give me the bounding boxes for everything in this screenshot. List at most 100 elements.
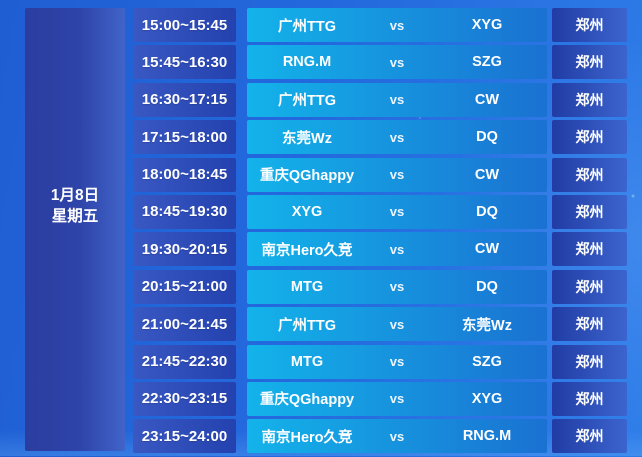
- location-label: 郑州: [575, 241, 604, 258]
- vs-label: vs: [389, 279, 405, 295]
- team1-label: 南京Hero久竞: [261, 429, 353, 446]
- team1-label: 广州TTG: [278, 317, 336, 334]
- location-label: 郑州: [575, 390, 604, 407]
- location-label: 郑州: [575, 129, 604, 146]
- match-cell: 南京Hero久竞 vs RNG.M: [247, 419, 547, 454]
- time-label: 17:15~18:00: [141, 128, 228, 146]
- time-label: 15:45~16:30: [141, 53, 228, 71]
- time-cell: 19:30~20:15: [133, 232, 236, 267]
- location-label: 郑州: [575, 428, 604, 445]
- team1-label: 重庆QGhappy: [259, 392, 355, 409]
- match-cell: 广州TTG vs CW: [247, 82, 547, 117]
- vs-label: vs: [389, 428, 405, 444]
- team2-label: DQ: [476, 278, 498, 295]
- team1-label: 广州TTG: [278, 93, 336, 110]
- time-label: 19:30~20:15: [141, 240, 228, 258]
- schedule-row: 21:45~22:30 MTG vs SZG 郑州: [133, 344, 627, 379]
- date-label: 1月8日: [50, 186, 100, 204]
- match-cell: 东莞Wz vs DQ: [247, 120, 547, 155]
- location-cell: 郑州: [552, 307, 627, 342]
- time-label: 20:15~21:00: [141, 278, 228, 296]
- team2-label: SZG: [472, 54, 502, 71]
- vs-label: vs: [389, 241, 405, 257]
- location-label: 郑州: [575, 91, 604, 108]
- vs-label: vs: [389, 204, 405, 220]
- team2-label: XYG: [471, 17, 503, 33]
- location-cell: 郑州: [552, 232, 627, 267]
- time-cell: 18:00~18:45: [133, 157, 236, 192]
- time-label: 18:00~18:45: [141, 166, 228, 184]
- team2-label: DQ: [476, 129, 498, 146]
- location-label: 郑州: [575, 203, 604, 220]
- time-label: 15:00~15:45: [141, 16, 228, 34]
- location-cell: 郑州: [552, 82, 627, 117]
- match-cell: MTG vs DQ: [247, 269, 547, 304]
- schedule-row: 22:30~23:15 重庆QGhappy vs XYG 郑州: [133, 381, 627, 416]
- team2-label: RNG.M: [462, 428, 512, 445]
- time-label: 18:45~19:30: [141, 203, 228, 221]
- time-cell: 21:00~21:45: [133, 307, 236, 342]
- schedule-row: 18:45~19:30 XYG vs DQ 郑州: [133, 194, 627, 229]
- time-label: 16:30~17:15: [141, 91, 228, 109]
- time-cell: 18:45~19:30: [133, 194, 236, 229]
- location-label: 郑州: [575, 17, 604, 33]
- location-label: 郑州: [575, 166, 604, 183]
- vs-label: vs: [389, 354, 405, 370]
- match-cell: 重庆QGhappy vs CW: [247, 157, 547, 192]
- vs-label: vs: [389, 167, 405, 183]
- vs-label: vs: [389, 391, 405, 407]
- match-cell: 南京Hero久竞 vs CW: [247, 232, 547, 267]
- location-cell: 郑州: [552, 419, 627, 454]
- time-cell: 15:45~16:30: [133, 45, 236, 80]
- time-label: 21:00~21:45: [141, 315, 228, 333]
- team1-label: RNG.M: [282, 54, 332, 71]
- time-cell: 15:00~15:45: [133, 8, 236, 42]
- time-label: 21:45~22:30: [141, 353, 228, 371]
- match-cell: 广州TTG vs XYG: [247, 8, 547, 42]
- location-label: 郑州: [575, 278, 604, 295]
- time-label: 23:15~24:00: [141, 427, 228, 445]
- match-cell: 广州TTG vs 东莞Wz: [247, 307, 547, 342]
- location-cell: 郑州: [552, 269, 627, 304]
- team2-label: XYG: [471, 390, 503, 407]
- schedule-rows: 15:00~15:45 广州TTG vs XYG 郑州 15:45~16:30 …: [133, 8, 627, 457]
- weekday-label: 星期五: [51, 207, 99, 225]
- team2-label: DQ: [476, 203, 498, 220]
- team1-label: 重庆QGhappy: [259, 168, 355, 185]
- location-cell: 郑州: [552, 381, 627, 416]
- schedule-row: 20:15~21:00 MTG vs DQ 郑州: [133, 269, 627, 304]
- location-label: 郑州: [575, 353, 604, 370]
- location-cell: 郑州: [552, 120, 627, 155]
- location-cell: 郑州: [552, 194, 627, 229]
- team1-label: 广州TTG: [278, 18, 336, 35]
- time-cell: 20:15~21:00: [133, 269, 236, 304]
- match-cell: 重庆QGhappy vs XYG: [247, 381, 547, 416]
- team1-label: MTG: [290, 278, 324, 295]
- match-cell: RNG.M vs SZG: [247, 45, 547, 80]
- time-cell: 21:45~22:30: [133, 344, 236, 379]
- team2-label: 东莞Wz: [462, 317, 512, 334]
- date-panel: 1月8日 星期五: [25, 8, 125, 451]
- location-cell: 郑州: [552, 45, 627, 80]
- schedule-row: 23:15~24:00 南京Hero久竞 vs RNG.M 郑州: [133, 419, 627, 454]
- team2-label: CW: [474, 241, 500, 258]
- schedule-row: 21:00~21:45 广州TTG vs 东莞Wz 郑州: [133, 307, 627, 342]
- team2-label: SZG: [472, 353, 502, 370]
- team2-label: CW: [474, 91, 500, 108]
- schedule-row: 15:00~15:45 广州TTG vs XYG 郑州: [133, 8, 627, 42]
- location-cell: 郑州: [552, 157, 627, 192]
- vs-label: vs: [389, 17, 405, 33]
- time-cell: 17:15~18:00: [133, 120, 236, 155]
- vs-label: vs: [389, 316, 405, 332]
- match-cell: MTG vs SZG: [247, 344, 547, 379]
- schedule-row: 16:30~17:15 广州TTG vs CW 郑州: [133, 82, 627, 117]
- team1-label: MTG: [290, 353, 324, 370]
- time-label: 22:30~23:15: [141, 390, 228, 408]
- team1-label: 东莞Wz: [282, 130, 332, 147]
- team1-label: XYG: [291, 203, 323, 220]
- schedule-row: 17:15~18:00 东莞Wz vs DQ 郑州: [133, 120, 627, 155]
- time-cell: 22:30~23:15: [133, 381, 236, 416]
- schedule-row: 18:00~18:45 重庆QGhappy vs CW 郑州: [133, 157, 627, 192]
- location-label: 郑州: [575, 54, 604, 71]
